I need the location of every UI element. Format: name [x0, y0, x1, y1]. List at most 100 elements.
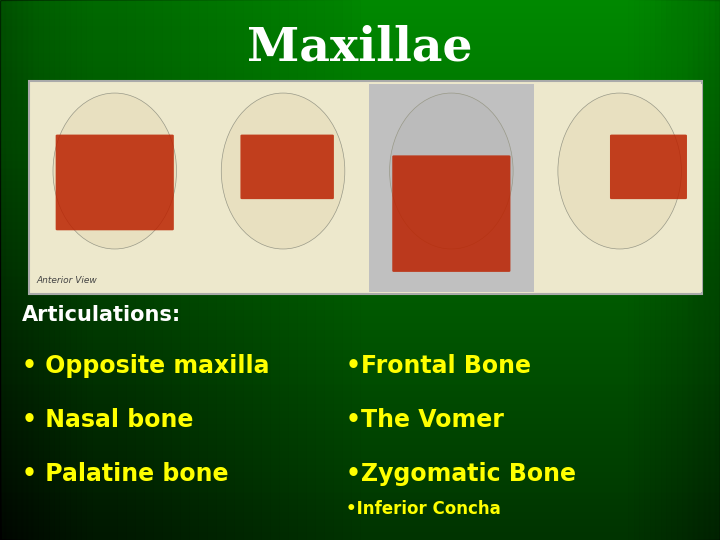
- Bar: [0, 446, 720, 453]
- Bar: [0, 472, 720, 480]
- Bar: [0, 519, 720, 526]
- Bar: [0, 291, 720, 297]
- Bar: [0, 358, 720, 365]
- Bar: [0, 426, 720, 432]
- Bar: [0, 392, 720, 399]
- Bar: [0, 0, 65, 540]
- Bar: [0, 534, 720, 540]
- Text: • Palatine bone: • Palatine bone: [22, 462, 228, 485]
- Bar: [0, 0, 297, 540]
- Bar: [0, 0, 9, 540]
- Bar: [0, 0, 306, 540]
- Bar: [0, 68, 720, 74]
- Bar: [0, 0, 11, 540]
- Bar: [0, 148, 720, 156]
- Bar: [0, 411, 720, 418]
- Bar: [0, 493, 720, 500]
- Bar: [683, 0, 720, 540]
- Bar: [0, 364, 720, 372]
- Bar: [0, 0, 720, 6]
- Bar: [0, 115, 720, 122]
- Bar: [661, 0, 720, 540]
- Bar: [0, 0, 36, 540]
- Bar: [649, 0, 720, 540]
- Bar: [0, 486, 720, 492]
- FancyBboxPatch shape: [392, 156, 510, 272]
- Ellipse shape: [53, 93, 176, 249]
- Bar: [0, 0, 333, 540]
- Bar: [0, 0, 18, 540]
- FancyBboxPatch shape: [610, 134, 687, 199]
- Bar: [671, 0, 720, 540]
- Bar: [0, 222, 720, 230]
- Bar: [0, 0, 102, 540]
- Bar: [0, 270, 720, 276]
- Ellipse shape: [221, 93, 345, 249]
- Bar: [0, 0, 135, 540]
- FancyBboxPatch shape: [537, 84, 702, 292]
- Bar: [677, 0, 720, 540]
- Bar: [0, 168, 720, 176]
- Bar: [623, 0, 720, 540]
- Bar: [0, 0, 225, 540]
- Bar: [0, 0, 144, 540]
- Bar: [0, 128, 720, 135]
- Bar: [0, 351, 720, 357]
- Bar: [0, 0, 324, 540]
- Bar: [0, 0, 279, 540]
- Bar: [0, 0, 180, 540]
- Bar: [0, 0, 315, 540]
- Bar: [0, 202, 720, 209]
- Text: Anterior View: Anterior View: [36, 275, 96, 285]
- Bar: [0, 526, 720, 534]
- Bar: [0, 0, 54, 540]
- Bar: [688, 0, 720, 540]
- Bar: [0, 465, 720, 472]
- Bar: [0, 303, 720, 310]
- Text: Maxillae: Maxillae: [247, 24, 473, 70]
- FancyBboxPatch shape: [55, 134, 174, 230]
- Bar: [0, 0, 27, 540]
- Bar: [0, 0, 117, 540]
- Bar: [0, 141, 720, 149]
- Bar: [0, 135, 720, 141]
- Ellipse shape: [558, 93, 681, 249]
- Bar: [0, 452, 720, 459]
- Bar: [0, 372, 720, 378]
- Bar: [0, 378, 720, 384]
- Bar: [0, 345, 720, 351]
- Bar: [0, 310, 720, 317]
- Bar: [0, 176, 720, 183]
- Bar: [0, 0, 92, 540]
- Bar: [634, 0, 720, 540]
- Bar: [0, 399, 720, 405]
- Bar: [0, 20, 720, 27]
- Bar: [0, 500, 720, 507]
- Bar: [0, 81, 720, 87]
- Text: • Nasal bone: • Nasal bone: [22, 408, 193, 431]
- Bar: [0, 0, 216, 540]
- Bar: [0, 189, 720, 195]
- Bar: [0, 0, 360, 540]
- Bar: [0, 324, 720, 330]
- Bar: [0, 122, 720, 128]
- Bar: [0, 0, 86, 540]
- Bar: [0, 276, 720, 284]
- Bar: [714, 0, 720, 540]
- Bar: [0, 0, 6, 540]
- Bar: [644, 0, 720, 540]
- Bar: [0, 54, 720, 60]
- Bar: [0, 459, 720, 465]
- Bar: [628, 0, 720, 540]
- Bar: [0, 87, 720, 94]
- Text: •The Vomer: •The Vomer: [346, 408, 503, 431]
- FancyBboxPatch shape: [201, 84, 366, 292]
- Bar: [709, 0, 720, 540]
- Bar: [0, 0, 108, 540]
- Bar: [0, 216, 720, 222]
- Bar: [0, 330, 720, 338]
- Bar: [618, 0, 720, 540]
- Bar: [0, 263, 720, 270]
- Ellipse shape: [390, 93, 513, 249]
- Bar: [0, 438, 720, 445]
